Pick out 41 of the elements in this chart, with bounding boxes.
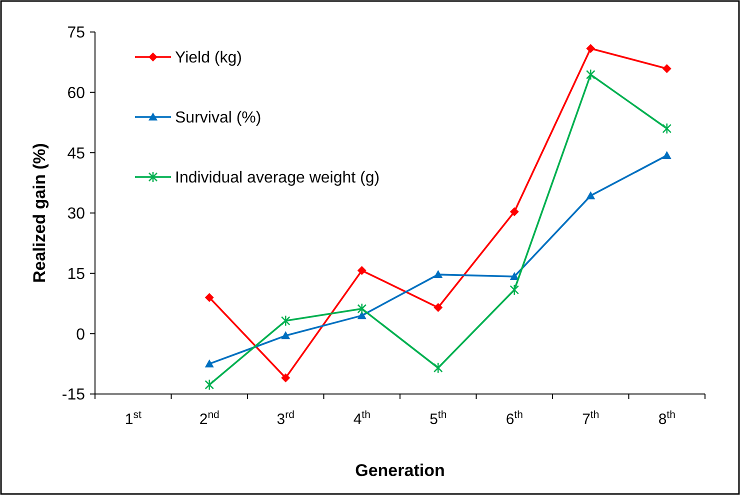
x-tick-label: 1$^{st}$ (124, 409, 142, 428)
point (662, 150, 672, 159)
y-tick-label: -15 (62, 386, 86, 404)
point (433, 362, 443, 374)
point (281, 331, 290, 340)
point (357, 311, 366, 320)
y-tick-label: 15 (67, 266, 86, 283)
point (280, 315, 290, 326)
y-tick-label: 30 (67, 206, 86, 223)
x-tick-label: 5$^{th}$ (430, 409, 447, 428)
point (204, 292, 214, 302)
point (357, 266, 366, 276)
point (281, 373, 290, 382)
x-tick-label: 2$^{nd}$ (199, 409, 220, 428)
point (662, 122, 672, 134)
y-tick-label: 75 (67, 24, 86, 42)
y-tick-label: 45 (67, 145, 86, 162)
point (510, 207, 519, 216)
point (586, 44, 596, 53)
y-axis-title: Realized gain (%) (30, 143, 49, 283)
point (586, 191, 596, 200)
x-tick-label: 8$^{th}$ (658, 409, 676, 428)
point (510, 284, 520, 296)
legend-label: Individual average weight (g) (175, 170, 380, 187)
x-tick-label: 3$^{rd}$ (276, 409, 295, 428)
point (434, 270, 443, 278)
point (586, 68, 596, 80)
y-tick-label: 60 (67, 84, 86, 102)
point (204, 359, 214, 368)
x-tick-label: 4$^{th}$ (353, 409, 371, 428)
y-tick-label: 0 (76, 326, 86, 344)
point (434, 303, 443, 312)
point (204, 379, 214, 390)
point (662, 64, 672, 74)
x-axis-title: Generation (355, 461, 445, 480)
legend-label: Yield (kg) (175, 50, 242, 67)
x-tick-label: 6$^{th}$ (506, 409, 524, 428)
point (357, 303, 367, 314)
legend-label: Survival (%) (175, 110, 262, 127)
x-tick-label: 7$^{th}$ (582, 409, 600, 428)
point (510, 272, 519, 280)
